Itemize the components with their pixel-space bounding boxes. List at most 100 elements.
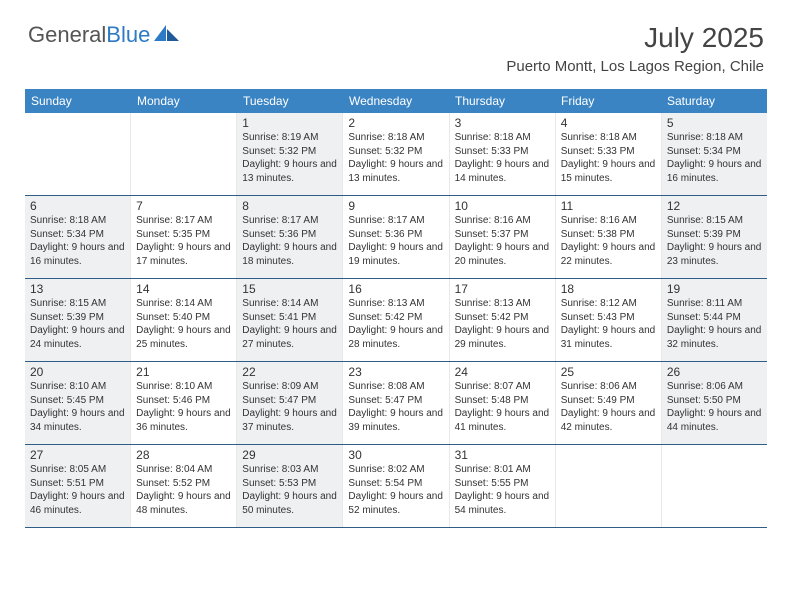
sunset-line: Sunset: 5:50 PM [667, 395, 741, 406]
sunrise-line: Sunrise: 8:19 AM [242, 132, 318, 143]
sunset-line: Sunset: 5:42 PM [348, 312, 422, 323]
sunset-line: Sunset: 5:39 PM [667, 229, 741, 240]
daylight-line: Daylight: 9 hours and 54 minutes. [455, 491, 550, 516]
calendar-cell-empty [556, 445, 662, 527]
sunset-line: Sunset: 5:54 PM [348, 478, 422, 489]
location-subtitle: Puerto Montt, Los Lagos Region, Chile [506, 58, 764, 75]
day-info: Sunrise: 8:13 AMSunset: 5:42 PMDaylight:… [348, 297, 443, 351]
calendar-cell: 19Sunrise: 8:11 AMSunset: 5:44 PMDayligh… [662, 279, 767, 361]
day-number: 7 [136, 199, 231, 213]
day-info: Sunrise: 8:19 AMSunset: 5:32 PMDaylight:… [242, 131, 337, 185]
title-block: July 2025 Puerto Montt, Los Lagos Region… [506, 22, 764, 75]
calendar-cell: 25Sunrise: 8:06 AMSunset: 5:49 PMDayligh… [556, 362, 662, 444]
sunset-line: Sunset: 5:43 PM [561, 312, 635, 323]
day-number: 12 [667, 199, 762, 213]
day-info: Sunrise: 8:18 AMSunset: 5:33 PMDaylight:… [561, 131, 656, 185]
daylight-line: Daylight: 9 hours and 44 minutes. [667, 408, 762, 433]
daylight-line: Daylight: 9 hours and 27 minutes. [242, 325, 337, 350]
day-number: 15 [242, 282, 337, 296]
day-number: 22 [242, 365, 337, 379]
sunset-line: Sunset: 5:34 PM [30, 229, 104, 240]
calendar-week-row: 1Sunrise: 8:19 AMSunset: 5:32 PMDaylight… [25, 113, 767, 196]
calendar-cell: 22Sunrise: 8:09 AMSunset: 5:47 PMDayligh… [237, 362, 343, 444]
calendar-cell: 30Sunrise: 8:02 AMSunset: 5:54 PMDayligh… [343, 445, 449, 527]
sunset-line: Sunset: 5:37 PM [455, 229, 529, 240]
sunset-line: Sunset: 5:42 PM [455, 312, 529, 323]
calendar-cell: 15Sunrise: 8:14 AMSunset: 5:41 PMDayligh… [237, 279, 343, 361]
daylight-line: Daylight: 9 hours and 16 minutes. [30, 242, 125, 267]
daylight-line: Daylight: 9 hours and 32 minutes. [667, 325, 762, 350]
day-number: 1 [242, 116, 337, 130]
sunrise-line: Sunrise: 8:10 AM [30, 381, 106, 392]
daylight-line: Daylight: 9 hours and 17 minutes. [136, 242, 231, 267]
day-number: 31 [455, 448, 550, 462]
month-title: July 2025 [506, 22, 764, 54]
sunset-line: Sunset: 5:39 PM [30, 312, 104, 323]
daylight-line: Daylight: 9 hours and 16 minutes. [667, 159, 762, 184]
calendar-cell: 14Sunrise: 8:14 AMSunset: 5:40 PMDayligh… [131, 279, 237, 361]
sunrise-line: Sunrise: 8:07 AM [455, 381, 531, 392]
day-info: Sunrise: 8:17 AMSunset: 5:36 PMDaylight:… [348, 214, 443, 268]
sunrise-line: Sunrise: 8:13 AM [455, 298, 531, 309]
sunrise-line: Sunrise: 8:18 AM [667, 132, 743, 143]
calendar-week-row: 27Sunrise: 8:05 AMSunset: 5:51 PMDayligh… [25, 445, 767, 528]
calendar-cell: 23Sunrise: 8:08 AMSunset: 5:47 PMDayligh… [343, 362, 449, 444]
calendar-cell: 29Sunrise: 8:03 AMSunset: 5:53 PMDayligh… [237, 445, 343, 527]
day-number: 6 [30, 199, 125, 213]
calendar-cell: 7Sunrise: 8:17 AMSunset: 5:35 PMDaylight… [131, 196, 237, 278]
day-number: 25 [561, 365, 656, 379]
calendar-cell: 8Sunrise: 8:17 AMSunset: 5:36 PMDaylight… [237, 196, 343, 278]
day-number: 16 [348, 282, 443, 296]
day-info: Sunrise: 8:14 AMSunset: 5:41 PMDaylight:… [242, 297, 337, 351]
calendar-cell-empty [131, 113, 237, 195]
daylight-line: Daylight: 9 hours and 13 minutes. [242, 159, 337, 184]
sunrise-line: Sunrise: 8:10 AM [136, 381, 212, 392]
calendar-cell: 9Sunrise: 8:17 AMSunset: 5:36 PMDaylight… [343, 196, 449, 278]
daylight-line: Daylight: 9 hours and 25 minutes. [136, 325, 231, 350]
weekday-header-cell: Wednesday [343, 89, 449, 113]
sunrise-line: Sunrise: 8:14 AM [136, 298, 212, 309]
daylight-line: Daylight: 9 hours and 48 minutes. [136, 491, 231, 516]
sunset-line: Sunset: 5:41 PM [242, 312, 316, 323]
sunrise-line: Sunrise: 8:15 AM [30, 298, 106, 309]
day-number: 23 [348, 365, 443, 379]
calendar-cell: 11Sunrise: 8:16 AMSunset: 5:38 PMDayligh… [556, 196, 662, 278]
weekday-header-row: SundayMondayTuesdayWednesdayThursdayFrid… [25, 89, 767, 113]
sunset-line: Sunset: 5:34 PM [667, 146, 741, 157]
day-number: 5 [667, 116, 762, 130]
daylight-line: Daylight: 9 hours and 34 minutes. [30, 408, 125, 433]
day-info: Sunrise: 8:18 AM Sunset: 5:33 PM Daylight:… [455, 131, 550, 185]
daylight-line: Daylight: 9 hours and 37 minutes. [242, 408, 337, 433]
daylight-line: Daylight: 9 hours and 13 minutes. [348, 159, 443, 184]
day-number: 24 [455, 365, 550, 379]
calendar-cell: 31Sunrise: 8:01 AMSunset: 5:55 PMDayligh… [450, 445, 556, 527]
day-number: 4 [561, 116, 656, 130]
day-info: Sunrise: 8:08 AMSunset: 5:47 PMDaylight:… [348, 380, 443, 434]
calendar-cell: 18Sunrise: 8:12 AMSunset: 5:43 PMDayligh… [556, 279, 662, 361]
day-info: Sunrise: 8:12 AMSunset: 5:43 PMDaylight:… [561, 297, 656, 351]
sunset-line: Sunset: 5:33 PM [561, 146, 635, 157]
calendar-cell: 13Sunrise: 8:15 AMSunset: 5:39 PMDayligh… [25, 279, 131, 361]
calendar-cell: 20Sunrise: 8:10 AMSunset: 5:45 PMDayligh… [25, 362, 131, 444]
logo-text: GeneralBlue [28, 22, 150, 48]
day-number: 13 [30, 282, 125, 296]
sunrise-line: Sunrise: 8:17 AM [348, 215, 424, 226]
daylight-line: Daylight: 9 hours and 18 minutes. [242, 242, 337, 267]
sunset-line: Sunset: 5:33 PM [455, 146, 529, 157]
day-number: 21 [136, 365, 231, 379]
sunrise-line: Sunrise: 8:08 AM [348, 381, 424, 392]
header: GeneralBlue July 2025 Puerto Montt, Los … [0, 0, 792, 83]
day-number: 17 [455, 282, 550, 296]
calendar-cell: 1Sunrise: 8:19 AMSunset: 5:32 PMDaylight… [237, 113, 343, 195]
calendar-cell: 17Sunrise: 8:13 AMSunset: 5:42 PMDayligh… [450, 279, 556, 361]
sunset-line: Sunset: 5:32 PM [348, 146, 422, 157]
day-info: Sunrise: 8:07 AMSunset: 5:48 PMDaylight:… [455, 380, 550, 434]
sunrise-line: Sunrise: 8:09 AM [242, 381, 318, 392]
sunrise-line: Sunrise: 8:18 AM [455, 132, 531, 143]
daylight-line: Daylight: 9 hours and 14 minutes. [455, 159, 550, 184]
sunrise-line: Sunrise: 8:15 AM [667, 215, 743, 226]
daylight-line: Daylight: 9 hours and 42 minutes. [561, 408, 656, 433]
calendar-cell: 6Sunrise: 8:18 AMSunset: 5:34 PMDaylight… [25, 196, 131, 278]
sunrise-line: Sunrise: 8:11 AM [667, 298, 742, 309]
day-number: 28 [136, 448, 231, 462]
